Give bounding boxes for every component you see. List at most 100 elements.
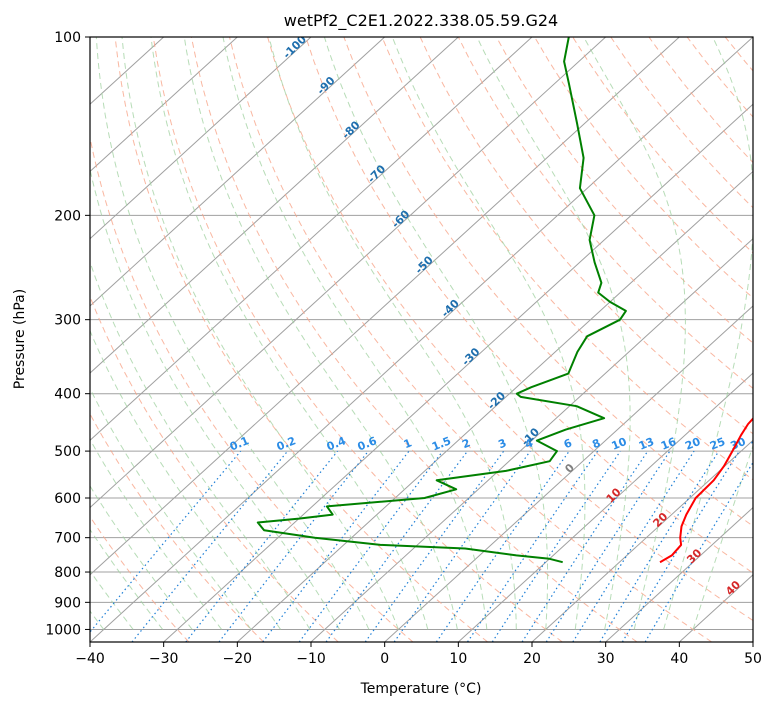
mixing-ratio-line (435, 450, 570, 642)
x-tick-label: 20 (523, 651, 541, 667)
moist-adiabat (222, 37, 488, 630)
isotherm-line (531, 439, 753, 642)
dry-adiabat (534, 37, 753, 299)
dry-adiabat (90, 135, 414, 642)
y-tick-label: 600 (54, 491, 81, 507)
y-tick-label: 300 (54, 313, 81, 329)
mixing-ratio-line (466, 450, 599, 642)
y-tick-label: 900 (54, 595, 81, 611)
moist-adiabat (90, 260, 311, 630)
mixing-ratio-line (131, 450, 289, 642)
dry-adiabat (457, 37, 753, 389)
x-tick-label: 40 (670, 651, 688, 667)
x-tick-label: 30 (597, 651, 615, 667)
moist-adiabat (150, 37, 429, 630)
moist-adiabat (183, 37, 458, 630)
profiles (256, 37, 753, 564)
isotherm-line (90, 37, 680, 576)
mixing-ratio-label: 10 (610, 435, 629, 453)
chart-title: wetPf2_C2E1.2022.338.05.59.G24 (284, 11, 558, 31)
dry-adiabat (90, 412, 264, 642)
x-axis-label: Temperature (°C) (360, 681, 482, 697)
isotherm-line (384, 305, 753, 642)
y-tick-label: 400 (54, 387, 81, 403)
moist-adiabat (90, 438, 222, 630)
y-tick-label: 100 (54, 30, 81, 46)
moist-adiabat (95, 37, 370, 630)
moist-adiabat (90, 387, 252, 630)
isotherm-line (605, 506, 753, 642)
moist-adiabat (90, 570, 134, 630)
isotherm-line (90, 37, 238, 173)
isotherm-line (90, 37, 533, 442)
isotherm-line (457, 372, 753, 642)
temperature-line (659, 417, 753, 564)
y-axis: 100 200 300 400 500 600 700 800 900 1000 (45, 30, 90, 638)
dry-adiabat (381, 37, 753, 481)
mixing-ratio-line (621, 450, 740, 642)
isotherm-line (90, 37, 607, 509)
isotherm-line (310, 237, 753, 642)
dry-adiabat (152, 37, 563, 642)
dry-adiabat (495, 37, 753, 344)
isotherm-line (163, 103, 753, 642)
moist-adiabat (90, 528, 164, 630)
mixing-ratio-label: 25 (708, 435, 727, 453)
mixing-ratio-label: 3 (496, 436, 508, 451)
dry-adiabat (267, 37, 753, 622)
mixing-ratio-label: 1 (402, 436, 414, 451)
moist-adiabat (121, 37, 399, 630)
x-tick-label: −40 (75, 651, 105, 667)
mixing-ratio-label: 36 (749, 435, 768, 453)
dry-adiabat (419, 37, 753, 435)
x-tick-label: 50 (744, 651, 762, 667)
dry-adiabat (114, 37, 488, 642)
mixing-ratio-label: 8 (590, 436, 602, 451)
x-axis: −40 −30 −20 −10 0 10 20 30 40 50 (75, 642, 762, 667)
mixing-ratio-label: 2 (460, 436, 472, 451)
mixing-ratio-line (545, 450, 671, 642)
background-lines (90, 37, 753, 642)
dry-adiabat (190, 37, 638, 642)
moist-adiabat (583, 37, 686, 630)
x-tick-label: 10 (449, 651, 467, 667)
isotherm-line (90, 37, 386, 307)
mixing-ratio-line (393, 450, 531, 642)
moist-adiabat (476, 37, 631, 630)
y-tick-label: 800 (54, 565, 81, 581)
isotherm-line (90, 37, 312, 240)
y-tick-label: 200 (54, 208, 81, 224)
moist-adiabat (90, 484, 193, 630)
mixing-ratio-line (572, 450, 695, 642)
mixing-ratio-label: 16 (659, 435, 678, 453)
dry-adiabat (305, 37, 753, 574)
x-tick-label: −20 (223, 651, 253, 667)
x-tick-label: 0 (380, 651, 389, 667)
y-axis-label: Pressure (hPa) (12, 289, 28, 389)
moist-adiabat (90, 329, 281, 630)
mixing-ratio-line (521, 450, 649, 642)
mixing-ratio-line (491, 450, 621, 642)
x-tick-label: −30 (149, 651, 179, 667)
isotherm-line (90, 37, 459, 374)
dry-adiabat (90, 515, 190, 642)
dry-adiabat (343, 37, 753, 527)
dry-adiabat (90, 295, 339, 642)
y-tick-label: 500 (54, 444, 81, 460)
moist-adiabat (663, 37, 753, 630)
mixing-ratio-label: 20 (683, 435, 702, 453)
moist-adiabat (692, 444, 753, 630)
isotherm-line (90, 37, 753, 642)
y-tick-label: 1000 (45, 622, 81, 638)
x-tick-label: −10 (296, 651, 326, 667)
dry-adiabat (229, 37, 712, 642)
mixing-ratio-line (599, 450, 720, 642)
dewpoint-line (256, 37, 627, 564)
y-tick-label: 700 (54, 531, 81, 547)
mixing-ratio-line (185, 450, 339, 642)
mixing-ratio-line (262, 450, 410, 642)
moist-adiabat (268, 37, 517, 630)
mixing-ratio-label: 13 (637, 435, 656, 453)
